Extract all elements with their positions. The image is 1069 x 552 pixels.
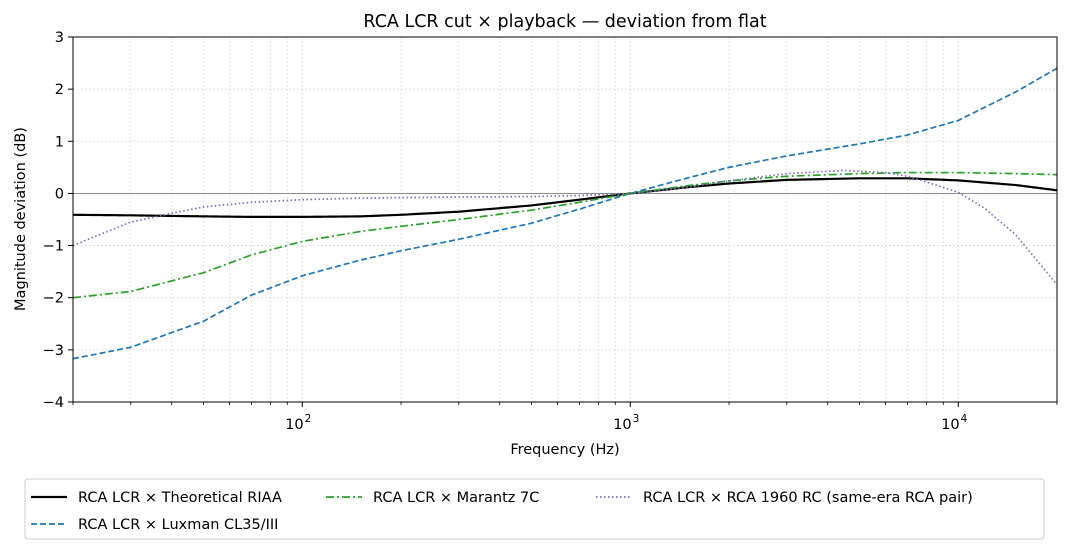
legend: RCA LCR × Theoretical RIAA RCA LCR × Luxm…	[24, 478, 1045, 540]
y-axis-label: Magnitude deviation (dB)	[13, 127, 29, 311]
legend-label-2: RCA LCR × Luxman CL35/III	[78, 517, 278, 533]
legend-box	[24, 478, 1045, 540]
y-tick-label: 2	[55, 82, 64, 98]
y-tick-label: −3	[43, 343, 64, 359]
chart-title: RCA LCR cut × playback — deviation from …	[363, 12, 766, 32]
grid	[72, 36, 1058, 403]
legend-label-1: RCA LCR × Theoretical RIAA	[78, 490, 282, 506]
y-tick-label: −1	[43, 239, 64, 255]
y-tick-label: 1	[55, 134, 64, 150]
legend-label-3: RCA LCR × Marantz 7C	[373, 490, 539, 506]
x-axis-label: Frequency (Hz)	[510, 442, 619, 458]
series-line-1	[72, 177, 1058, 218]
x-tick-label: 103	[613, 413, 639, 433]
y-tick-label: 3	[55, 30, 64, 46]
series-line-3	[72, 171, 1058, 299]
plot-series	[72, 67, 1058, 360]
y-tick-label: 0	[55, 186, 64, 202]
y-tick-label: −4	[43, 395, 64, 411]
series-line-4	[72, 169, 1058, 286]
series-line-2	[72, 67, 1058, 360]
legend-label-4: RCA LCR × RCA 1960 RC (same-era RCA pair…	[643, 490, 973, 506]
x-tick-label: 104	[941, 413, 967, 433]
y-tick-label: −2	[43, 291, 64, 307]
axis-ticks: 3 2 1 0 −1 −2 −3 −4 102 103 104	[43, 30, 1058, 433]
plot-frame	[72, 36, 1058, 403]
x-tick-label: 102	[285, 413, 311, 433]
